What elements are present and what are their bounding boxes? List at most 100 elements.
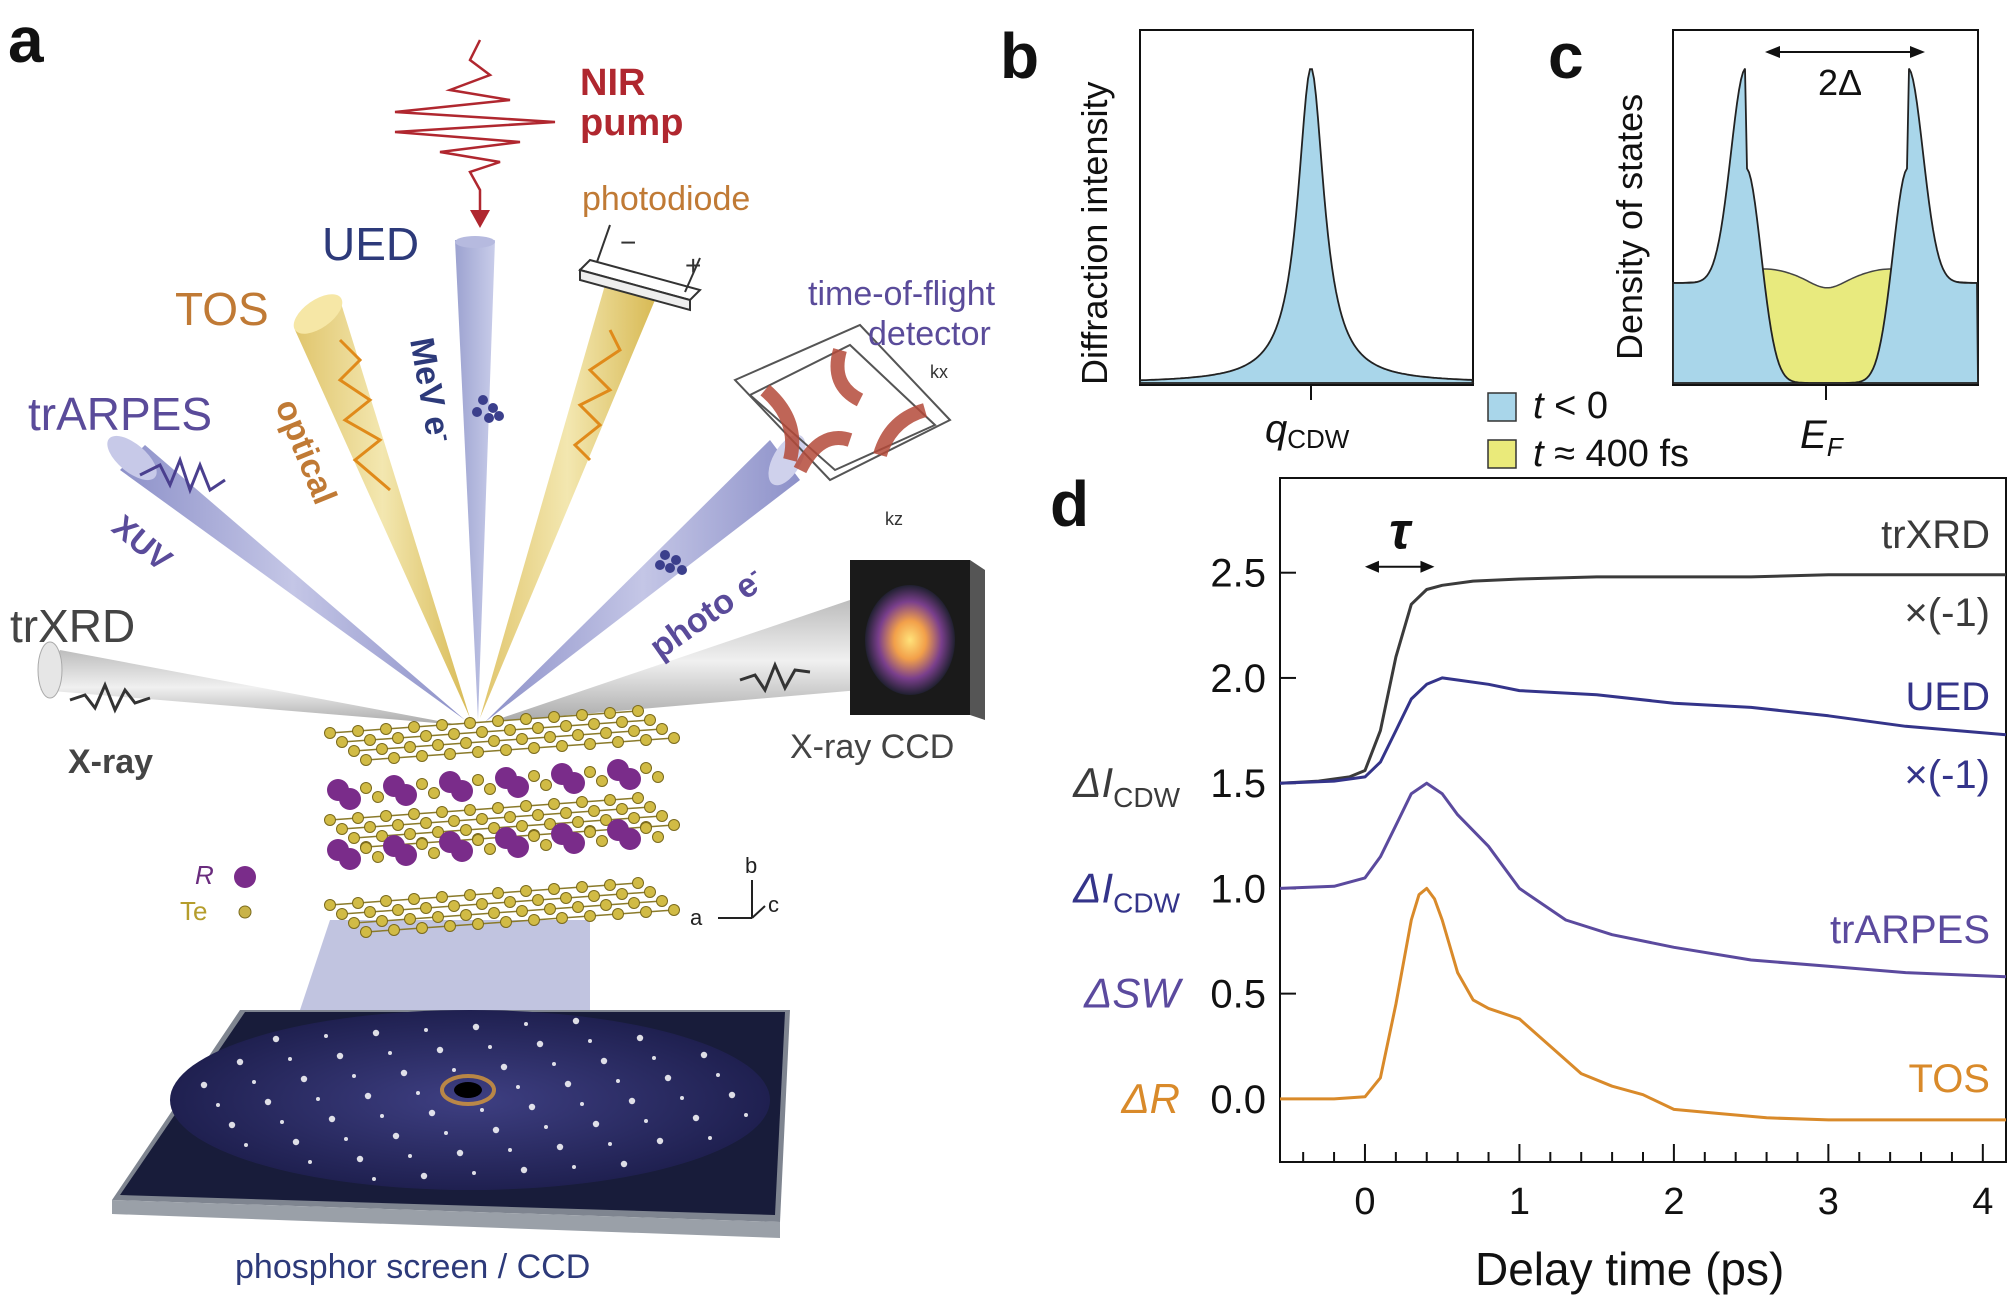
te-atom (404, 741, 416, 753)
te-atom (376, 743, 388, 755)
trxrd-label: trXRD (10, 600, 135, 652)
diffraction-spot (292, 1138, 300, 1146)
te-atom (632, 792, 644, 804)
xray-diffracted-wave (739, 661, 811, 694)
sample-legend: R Te (180, 860, 256, 926)
diffraction-spot (408, 1154, 412, 1158)
diffraction-spot (200, 1081, 208, 1089)
y-tick-label: 2.0 (1210, 657, 1266, 701)
diffraction-spot (544, 1125, 548, 1129)
te-atom (644, 714, 656, 726)
trarpes-label: trARPES (28, 388, 212, 440)
xray-diffracted-beam (490, 600, 860, 722)
diffraction-spot (472, 1023, 480, 1031)
te-atom (360, 754, 372, 766)
te-atom (408, 893, 420, 905)
te-atom (324, 899, 336, 911)
te-atom (572, 901, 584, 913)
te-atom (588, 890, 600, 902)
d-xlabel: Delay time (ps) (1475, 1243, 1784, 1295)
diffraction-spot (608, 1142, 612, 1146)
te-atom (632, 705, 644, 717)
photodiode-label: photodiode (582, 180, 750, 218)
te-atom (464, 804, 476, 816)
c-xlabel: EF (1800, 413, 1845, 462)
te-atom (488, 822, 500, 834)
te-atom (652, 831, 664, 843)
diffraction-spot (316, 1097, 320, 1101)
te-atom (472, 774, 484, 786)
xray-ccd (850, 560, 985, 720)
te-atom (464, 717, 476, 729)
diffraction-spot (372, 1029, 380, 1037)
te-atom (516, 905, 528, 917)
diffraction-spot (288, 1057, 292, 1061)
te-atom (588, 718, 600, 730)
te-atom (428, 847, 440, 859)
te-atom (548, 798, 560, 810)
te-atom (372, 791, 384, 803)
te-atom (352, 725, 364, 737)
diffraction-spot (392, 1132, 400, 1140)
tau-label: τ (1389, 503, 1413, 561)
diffraction-spot (280, 1120, 284, 1124)
te-atom (364, 734, 376, 746)
te-atom (324, 814, 336, 826)
te-atom (560, 892, 572, 904)
te-atom (528, 770, 540, 782)
te-atom (492, 715, 504, 727)
photodiode: − + (578, 224, 702, 312)
photo-e-beam (485, 440, 800, 722)
te-atom (472, 746, 484, 758)
diffraction-spot (636, 1034, 644, 1042)
te-atom (532, 894, 544, 906)
legend-after-rest: ≈ 400 fs (1544, 433, 1690, 475)
te-atom (420, 817, 432, 829)
series-line-trARPES (1279, 781, 2007, 979)
series-label-UED: UED (1906, 675, 1990, 719)
te-atom (324, 727, 336, 739)
b-xlabel-main: q (1265, 407, 1287, 451)
xray-ccd-label: X-ray CCD (790, 728, 954, 766)
te-atom (420, 902, 432, 914)
te-atom (388, 752, 400, 764)
diffraction-spot (452, 1068, 456, 1072)
te-atom (392, 732, 404, 744)
gap-label: 2Δ (1818, 62, 1862, 103)
x-tick-label: 2 (1663, 1181, 1684, 1223)
te-atom (604, 707, 616, 719)
legend-before-t: t (1533, 385, 1545, 427)
diffraction-spot (592, 1120, 600, 1128)
diffraction-spot (508, 1148, 512, 1152)
diffraction-spot (500, 1063, 508, 1071)
optical-wave-in (337, 338, 391, 492)
legend-after-t: t (1533, 433, 1545, 475)
nir-label: NIR (580, 62, 645, 104)
te-atom (528, 742, 540, 754)
te-atom (584, 766, 596, 778)
te-atom (584, 910, 596, 922)
diffraction-spot (216, 1103, 220, 1107)
te-atom (472, 918, 484, 930)
diffraction-spot (680, 1096, 684, 1100)
te-atom (520, 713, 532, 725)
te-atom (448, 900, 460, 912)
diffraction-spot (380, 1114, 384, 1118)
diffraction-spot (552, 1062, 556, 1066)
diffraction-spot (556, 1143, 564, 1151)
r-atom (619, 768, 641, 790)
te-atom (484, 843, 496, 855)
te-atom (528, 830, 540, 842)
diffraction-spot (388, 1051, 392, 1055)
series-label-trXRD: trXRD (1881, 513, 1990, 557)
tof-label-2: detector (868, 315, 991, 353)
te-atom (612, 736, 624, 748)
series-note-trXRD: ×(-1) (1904, 591, 1990, 635)
diffraction-cone (300, 920, 590, 1010)
x-tick-label: 3 (1818, 1181, 1839, 1223)
diffraction-spot (264, 1098, 272, 1106)
te-atom (572, 729, 584, 741)
te-atom (404, 913, 416, 925)
c-xlabel-main: E (1800, 413, 1828, 457)
